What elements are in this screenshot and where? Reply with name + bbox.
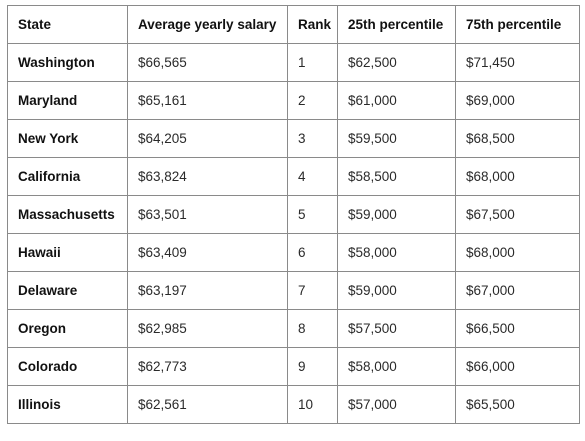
table-row: Washington $66,565 1 $62,500 $71,450 <box>7 43 580 82</box>
cell-average-salary: $66,565 <box>127 43 288 82</box>
table-row: Colorado $62,773 9 $58,000 $66,000 <box>7 347 580 386</box>
table-row: Hawaii $63,409 6 $58,000 $68,000 <box>7 233 580 272</box>
cell-25th-percentile: $58,000 <box>337 233 456 272</box>
cell-state: Colorado <box>7 347 128 386</box>
table-row: Massachusetts $63,501 5 $59,000 $67,500 <box>7 195 580 234</box>
cell-state: Washington <box>7 43 128 82</box>
cell-75th-percentile: $69,000 <box>455 81 580 120</box>
cell-average-salary: $62,773 <box>127 347 288 386</box>
cell-average-salary: $65,161 <box>127 81 288 120</box>
cell-average-salary: $64,205 <box>127 119 288 158</box>
salary-table-container: State Average yearly salary Rank 25th pe… <box>7 5 580 424</box>
header-rank: Rank <box>287 5 338 44</box>
cell-25th-percentile: $59,000 <box>337 271 456 310</box>
cell-average-salary: $63,197 <box>127 271 288 310</box>
cell-rank: 9 <box>287 347 338 386</box>
cell-25th-percentile: $61,000 <box>337 81 456 120</box>
cell-rank: 5 <box>287 195 338 234</box>
cell-rank: 7 <box>287 271 338 310</box>
cell-25th-percentile: $62,500 <box>337 43 456 82</box>
cell-average-salary: $63,501 <box>127 195 288 234</box>
cell-state: Illinois <box>7 385 128 424</box>
table-row: Maryland $65,161 2 $61,000 $69,000 <box>7 81 580 120</box>
cell-75th-percentile: $67,000 <box>455 271 580 310</box>
cell-rank: 1 <box>287 43 338 82</box>
header-state: State <box>7 5 128 44</box>
header-75th-percentile: 75th percentile <box>455 5 580 44</box>
cell-state: Hawaii <box>7 233 128 272</box>
cell-25th-percentile: $58,000 <box>337 347 456 386</box>
salary-table: State Average yearly salary Rank 25th pe… <box>7 5 580 424</box>
cell-75th-percentile: $67,500 <box>455 195 580 234</box>
cell-25th-percentile: $58,500 <box>337 157 456 196</box>
cell-75th-percentile: $66,000 <box>455 347 580 386</box>
cell-average-salary: $62,561 <box>127 385 288 424</box>
table-row: Illinois $62,561 10 $57,000 $65,500 <box>7 385 580 424</box>
table-row: California $63,824 4 $58,500 $68,000 <box>7 157 580 196</box>
cell-rank: 10 <box>287 385 338 424</box>
cell-state: Massachusetts <box>7 195 128 234</box>
table-row: Oregon $62,985 8 $57,500 $66,500 <box>7 309 580 348</box>
cell-average-salary: $63,409 <box>127 233 288 272</box>
cell-75th-percentile: $68,500 <box>455 119 580 158</box>
table-header-row: State Average yearly salary Rank 25th pe… <box>7 5 580 44</box>
cell-75th-percentile: $71,450 <box>455 43 580 82</box>
table-row: Delaware $63,197 7 $59,000 $67,000 <box>7 271 580 310</box>
cell-25th-percentile: $57,500 <box>337 309 456 348</box>
cell-state: Oregon <box>7 309 128 348</box>
cell-rank: 4 <box>287 157 338 196</box>
cell-rank: 3 <box>287 119 338 158</box>
cell-75th-percentile: $68,000 <box>455 157 580 196</box>
cell-state: Delaware <box>7 271 128 310</box>
cell-rank: 8 <box>287 309 338 348</box>
cell-75th-percentile: $65,500 <box>455 385 580 424</box>
cell-state: New York <box>7 119 128 158</box>
cell-25th-percentile: $59,000 <box>337 195 456 234</box>
cell-state: California <box>7 157 128 196</box>
cell-75th-percentile: $68,000 <box>455 233 580 272</box>
header-average-yearly-salary: Average yearly salary <box>127 5 288 44</box>
cell-state: Maryland <box>7 81 128 120</box>
cell-rank: 2 <box>287 81 338 120</box>
cell-average-salary: $62,985 <box>127 309 288 348</box>
cell-75th-percentile: $66,500 <box>455 309 580 348</box>
cell-rank: 6 <box>287 233 338 272</box>
cell-25th-percentile: $57,000 <box>337 385 456 424</box>
table-row: New York $64,205 3 $59,500 $68,500 <box>7 119 580 158</box>
cell-average-salary: $63,824 <box>127 157 288 196</box>
header-25th-percentile: 25th percentile <box>337 5 456 44</box>
cell-25th-percentile: $59,500 <box>337 119 456 158</box>
